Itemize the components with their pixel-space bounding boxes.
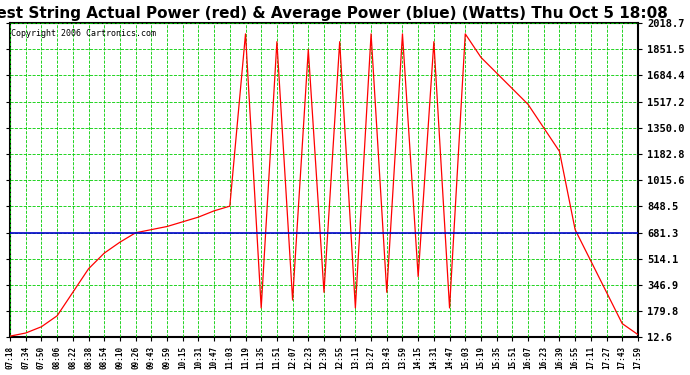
Text: Copyright 2006 Cartronics.com: Copyright 2006 Cartronics.com (11, 29, 157, 38)
Title: West String Actual Power (red) & Average Power (blue) (Watts) Thu Oct 5 18:08: West String Actual Power (red) & Average… (0, 6, 668, 21)
